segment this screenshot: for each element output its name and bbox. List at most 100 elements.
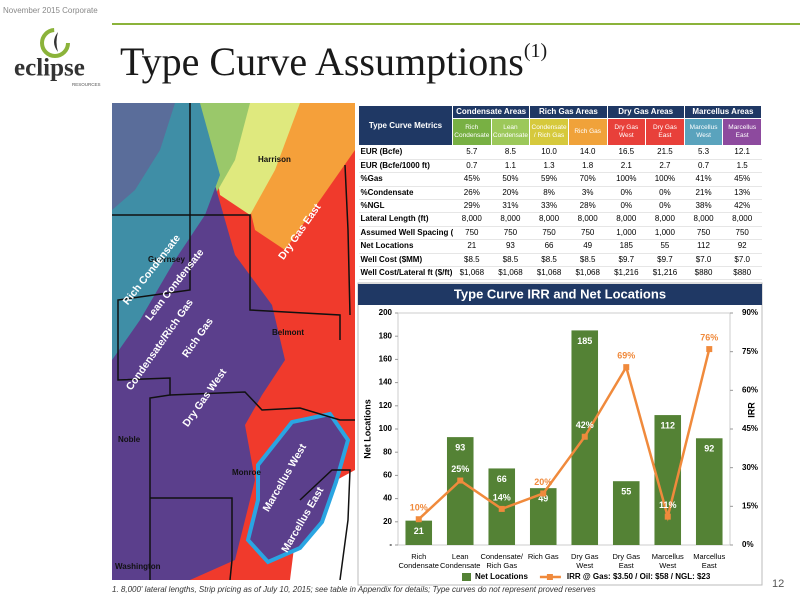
table-cell: $8.5 [568,253,607,268]
row-label: Net Locations [358,239,453,254]
table-cell: 66 [529,239,569,254]
line-label: 11% [659,500,677,510]
table-cell: 45% [722,172,762,187]
bar [612,481,640,545]
x-tick-label: Marcellus East [693,552,725,570]
y-tick-label: 20 [383,517,392,526]
table-cell: 42% [722,199,762,214]
line-label: 10% [410,503,428,513]
table-cell: 13% [722,186,762,201]
table-cell: 112 [684,239,723,254]
page-number: 12 [772,578,784,590]
table-cell: 21% [684,186,723,201]
legend-label: IRR @ Gas: $3.50 / Oil: $58 / NGL: $23 [567,572,711,581]
line-marker [664,513,671,520]
y-tick-label: 140 [379,378,393,387]
y-tick-label: 180 [379,331,393,340]
bar-label: 49 [538,494,548,504]
row-label: Well Cost/Lateral ft ($/ft) [358,266,453,281]
bar-label: 185 [577,336,592,346]
table-cell: 38% [684,199,723,214]
subheader: Rich Gas [567,118,608,147]
table-cell: $1,068 [568,266,607,281]
county-label: Noble [118,435,141,444]
row-label: %Condensate [358,186,453,201]
y-axis-label: Net Locations [362,399,372,459]
table-cell: 2.1 [607,159,646,174]
line-label: 42% [576,420,594,430]
table-cell: 8,000 [645,212,685,227]
x-tick-label: Rich Gas [528,552,559,561]
map [112,103,355,580]
table-row: %Gas 45% 50% 59% 70% 100% 100% 41% 45% [358,172,762,187]
table-cell: 100% [607,172,646,187]
logo-mark [40,28,70,58]
table-cell: $1,216 [645,266,685,281]
table-cell: 8,000 [722,212,762,227]
table-cell: 0% [645,199,685,214]
metrics-table: Type Curve Metrics Condensate Areas Rich G… [358,104,763,281]
y2-tick-label: 90% [742,308,758,317]
table-cell: 1.8 [568,159,607,174]
table-cell: 93 [491,239,530,254]
y2-axis-label: IRR [746,402,756,418]
row-label: Well Cost ($MM) [358,253,453,268]
table-cell: $1,068 [529,266,569,281]
group-header: Condensate Areas [451,104,531,120]
bar-label: 93 [455,442,465,452]
table-cell: 29% [452,199,492,214]
line-marker [457,477,464,484]
table-cell: 50% [491,172,530,187]
line-marker [623,364,630,371]
table-cell: 1,000 [607,226,646,241]
table-cell: 0% [607,199,646,214]
chart-title-bar [358,284,762,305]
line [417,348,711,522]
county-label: Monroe [232,468,261,477]
table-cell: 31% [491,199,530,214]
logo-text: eclipse [14,55,85,82]
table-cell: $880 [722,266,762,281]
row-label: EUR (Bcfe/1000 ft) [358,159,453,174]
subheader: Lean Condensate [490,118,531,147]
bar [405,520,433,545]
title-note: (1) [523,40,548,62]
table-cell: 55 [645,239,685,254]
line-label: 76% [700,332,718,342]
county-label: Washington [115,562,161,571]
y2-tick-label: 60% [742,385,758,394]
line-label: 69% [617,351,635,361]
table-cell: 8.5 [491,145,530,160]
line-marker [581,433,588,440]
table-cell: 16.5 [607,145,646,160]
table-cell: 26% [452,186,492,201]
table-cell: $7.0 [684,253,723,268]
table-cell: 12.1 [722,145,762,160]
x-tick-label: Rich Condensate [399,552,439,570]
x-tick-label: Dry Gas West [571,552,599,570]
subheader: Dry Gas East [645,118,685,147]
y2-tick-label: 0% [742,540,754,549]
subheader: Marcellus East [722,118,762,147]
bar-label: 21 [414,526,424,536]
bar-label: 55 [621,487,631,497]
table-row: Lateral Length (ft) 8,000 8,000 8,000 8,000 8… [358,212,762,227]
table-cell: $880 [684,266,723,281]
row-label: Lateral Length (ft) [358,212,453,227]
table-cell: 100% [645,172,685,187]
y-tick-label: 40 [383,494,392,503]
logo-subtext: RESOURCES [72,82,101,87]
y2-tick-label: 15% [742,501,758,510]
y-tick-label: 80 [383,447,392,456]
table-cell: $8.5 [452,253,492,268]
table-cell: 10.0 [529,145,569,160]
legend-label: Net Locations [475,572,528,581]
table-cell: 8,000 [607,212,646,227]
table-row: %NGL 29% 31% 33% 28% 0% 0% 38% 42% [358,199,762,214]
y2-tick-label: 75% [742,347,758,356]
table-cell: 8,000 [684,212,723,227]
x-tick-label: Condensate/Rich Gas [480,552,523,570]
table-row: Assumed Well Spacing (ft) 750 750 750 750 1,0… [358,226,762,241]
table-cell: 45% [452,172,492,187]
y2-tick-label: 30% [742,463,758,472]
